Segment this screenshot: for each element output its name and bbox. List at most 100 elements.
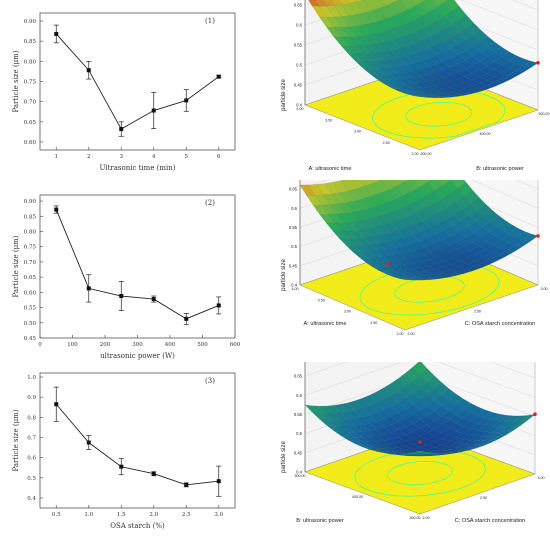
x-tick-label: 500.00 — [295, 474, 306, 478]
data-point — [151, 108, 156, 113]
surface-patch — [326, 425, 342, 432]
plot-frame — [39, 12, 236, 151]
surface-patch — [484, 438, 500, 444]
surface-patch — [385, 2, 401, 17]
x-axis-label: B: ultrasonic power — [296, 518, 344, 524]
design-point — [418, 362, 422, 363]
y-tick-label: 0.7 — [27, 435, 36, 441]
surface-patch — [384, 39, 400, 51]
surface-patch — [355, 408, 370, 418]
x-axis-label: A: ultrasonic time — [304, 321, 347, 327]
y-tick-label: 0.75 — [24, 80, 37, 86]
surface-patch — [369, 52, 386, 62]
x-tick-label: 2.50 — [370, 321, 377, 325]
y-tick-label: 0.65 — [24, 120, 37, 126]
surface-patch — [350, 220, 367, 231]
line-chart-osa-starch: 0.4 0.5 0.6 0.7 0.8 0.9 1.0 0.5 1.0 1.5 2.0 2.5 3.0 (… — [12, 372, 236, 530]
x-tick-label: 2.00 — [397, 332, 404, 336]
y-tick-label: 0.90 — [24, 199, 37, 205]
surface-patch — [362, 196, 379, 209]
z-tick-label: 0.4 — [296, 103, 302, 108]
surface-patch — [362, 44, 378, 54]
surface-patch — [338, 0, 350, 5]
surface-patch — [385, 248, 401, 256]
x-tick-label: 2.00 — [412, 152, 419, 156]
surface-patch — [355, 417, 370, 426]
z-tick-label: 0.55 — [289, 225, 298, 230]
x-tick-label: 4 — [152, 154, 156, 160]
surface-patch — [363, 23, 379, 35]
surface-patch — [369, 449, 385, 453]
surface-patch — [369, 391, 385, 403]
y-tick-label: 3.00 — [541, 287, 548, 291]
series-line — [55, 33, 220, 130]
surface-patch — [318, 418, 335, 427]
surface-patch — [376, 399, 392, 410]
surface-patch — [362, 436, 378, 442]
y-axis-label: Particle size (μm) — [12, 409, 20, 471]
x-tick-label: 100 — [67, 342, 78, 348]
z-tick-label: 0.4 — [291, 283, 297, 288]
y-tick-label: 2.50 — [474, 310, 481, 314]
surface-patch — [319, 16, 335, 28]
series-line — [55, 403, 219, 486]
surface-patch — [508, 70, 524, 77]
surface-patch — [384, 50, 400, 60]
y-tick-label: 500.00 — [539, 112, 550, 116]
y-tick-label: 0.5 — [27, 476, 36, 482]
surface-patch — [376, 418, 392, 428]
surface-patch — [427, 452, 442, 455]
x-tick-label: 3 — [120, 154, 124, 160]
x-tick-label: 2.0 — [149, 512, 158, 518]
surface-patch — [355, 45, 371, 55]
surface-patch — [383, 79, 400, 85]
data-point — [54, 402, 59, 407]
panel-label: (3) — [205, 377, 215, 385]
surface-patch — [347, 418, 363, 427]
surface-patch — [384, 59, 400, 68]
surface-patch — [365, 262, 381, 268]
surface-patch — [369, 445, 385, 449]
data-point — [151, 471, 156, 476]
y-axis-label: B: ultrasonic power — [476, 166, 524, 172]
surface-patch — [405, 91, 421, 95]
surface-patch — [391, 276, 407, 279]
x-tick-label: 1 — [55, 154, 59, 160]
surface-patch — [470, 445, 485, 450]
y-tick-label: 0.85 — [24, 39, 37, 45]
surface-patch — [376, 409, 392, 420]
surface-patch — [346, 0, 357, 4]
surface-patch — [391, 79, 407, 85]
surface-patch — [381, 0, 394, 6]
surface-patch — [340, 419, 356, 427]
surface-patch — [355, 53, 371, 62]
surface-patch — [364, 183, 380, 197]
design-point — [536, 234, 540, 238]
z-tick-label: 0.65 — [289, 187, 298, 192]
data-point — [216, 74, 221, 79]
z-tick-label: 0.5 — [296, 63, 302, 68]
surface-patch — [347, 53, 363, 62]
surface-patch — [402, 243, 418, 253]
surface-patch — [355, 424, 370, 432]
y-tick-label: 0.60 — [24, 290, 37, 296]
surface-patch — [355, 24, 371, 36]
surface-patch — [355, 397, 370, 409]
y-tick-label: 2.00 — [408, 332, 415, 336]
surface-patch — [370, 43, 386, 53]
y-tick-label: 0.65 — [24, 275, 37, 281]
z-tick-label: 0.6 — [291, 206, 297, 211]
x-tick-label: 400 — [165, 342, 176, 348]
data-point — [54, 31, 59, 36]
z-axis-label: particle size — [281, 441, 287, 473]
line-chart-ultrasonic-time: 0.60 0.65 0.70 0.75 0.80 0.85 0.90 1 2 3 4 5 6 (1) Ult… — [12, 12, 236, 172]
plot-frame — [39, 372, 236, 509]
surface-patch — [341, 3, 357, 16]
surface-patch — [376, 78, 392, 85]
surface-patch — [340, 411, 356, 420]
surface-patch — [418, 237, 435, 248]
surface-patch — [374, 225, 390, 235]
x-tick-label: 5 — [185, 154, 189, 160]
y-tick-label: 0.80 — [24, 230, 37, 236]
